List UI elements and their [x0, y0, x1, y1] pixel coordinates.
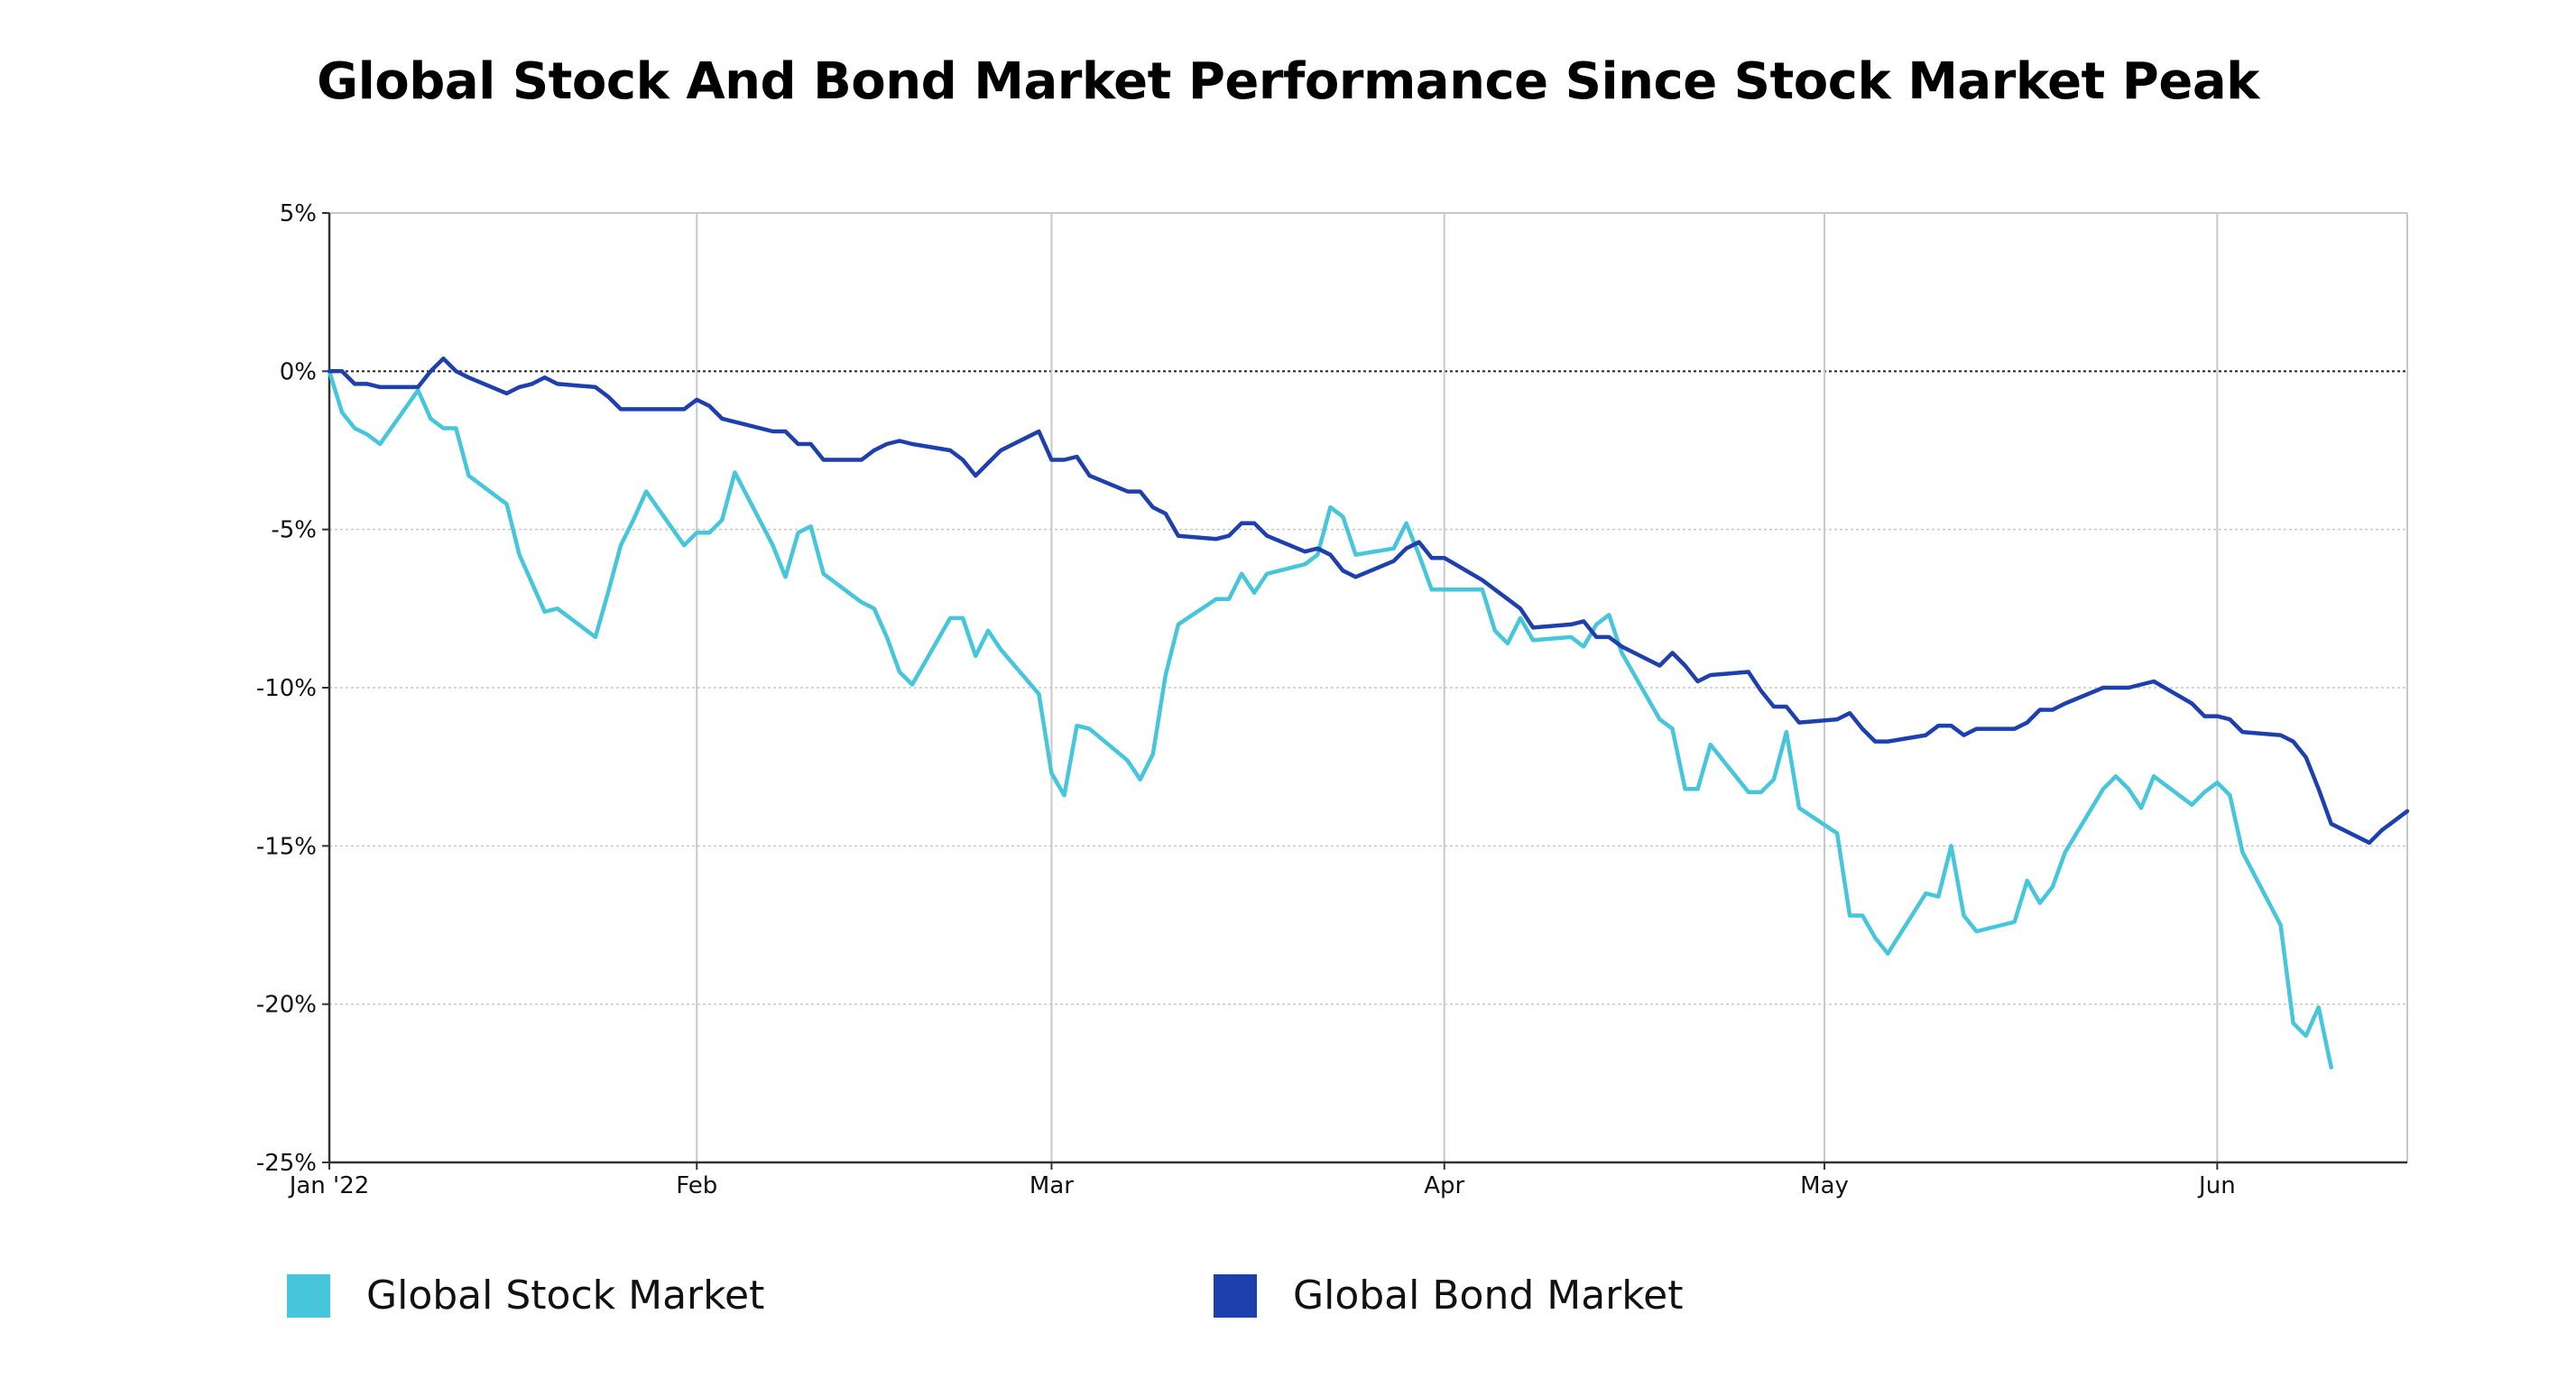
x-tick-label: Mar [1029, 1172, 1074, 1199]
legend-swatch-stock [287, 1273, 330, 1318]
y-tick-label: 5% [280, 200, 317, 227]
x-tick-label: Jan '22 [288, 1172, 370, 1199]
x-tick-label: Jun [2197, 1172, 2236, 1199]
tick-labels: 5% 0% -5% -10% -15% -20% -25%Jan '22 Feb Mar Apr M… [256, 200, 2236, 1199]
legend-item-bond: Global Bond Market [1214, 1273, 1684, 1319]
y-tick-label: -20% [256, 992, 317, 1019]
y-tick-label: -25% [256, 1150, 317, 1177]
grid-lines [329, 212, 2407, 1162]
series-lines [327, 356, 2410, 1070]
y-tick-label: -15% [256, 833, 317, 860]
y-tick-label: -5% [271, 517, 317, 544]
chart-title: Global Stock And Bond Market Performance… [317, 52, 2259, 111]
y-tick-label: -10% [256, 675, 317, 702]
legend-label-stock: Global Stock Market [366, 1273, 765, 1319]
legend-item-stock: Global Stock Market [287, 1273, 764, 1319]
x-tick-label: May [1800, 1172, 1849, 1199]
legend-swatch-bond [1214, 1273, 1257, 1318]
x-tick-label: Apr [1424, 1172, 1464, 1199]
series-line-stock [327, 369, 2333, 1070]
series-line-bond [327, 356, 2410, 846]
legend-label-bond: Global Bond Market [1293, 1273, 1684, 1319]
y-tick-label: 0% [280, 358, 317, 385]
x-tick-label: Feb [676, 1172, 717, 1199]
